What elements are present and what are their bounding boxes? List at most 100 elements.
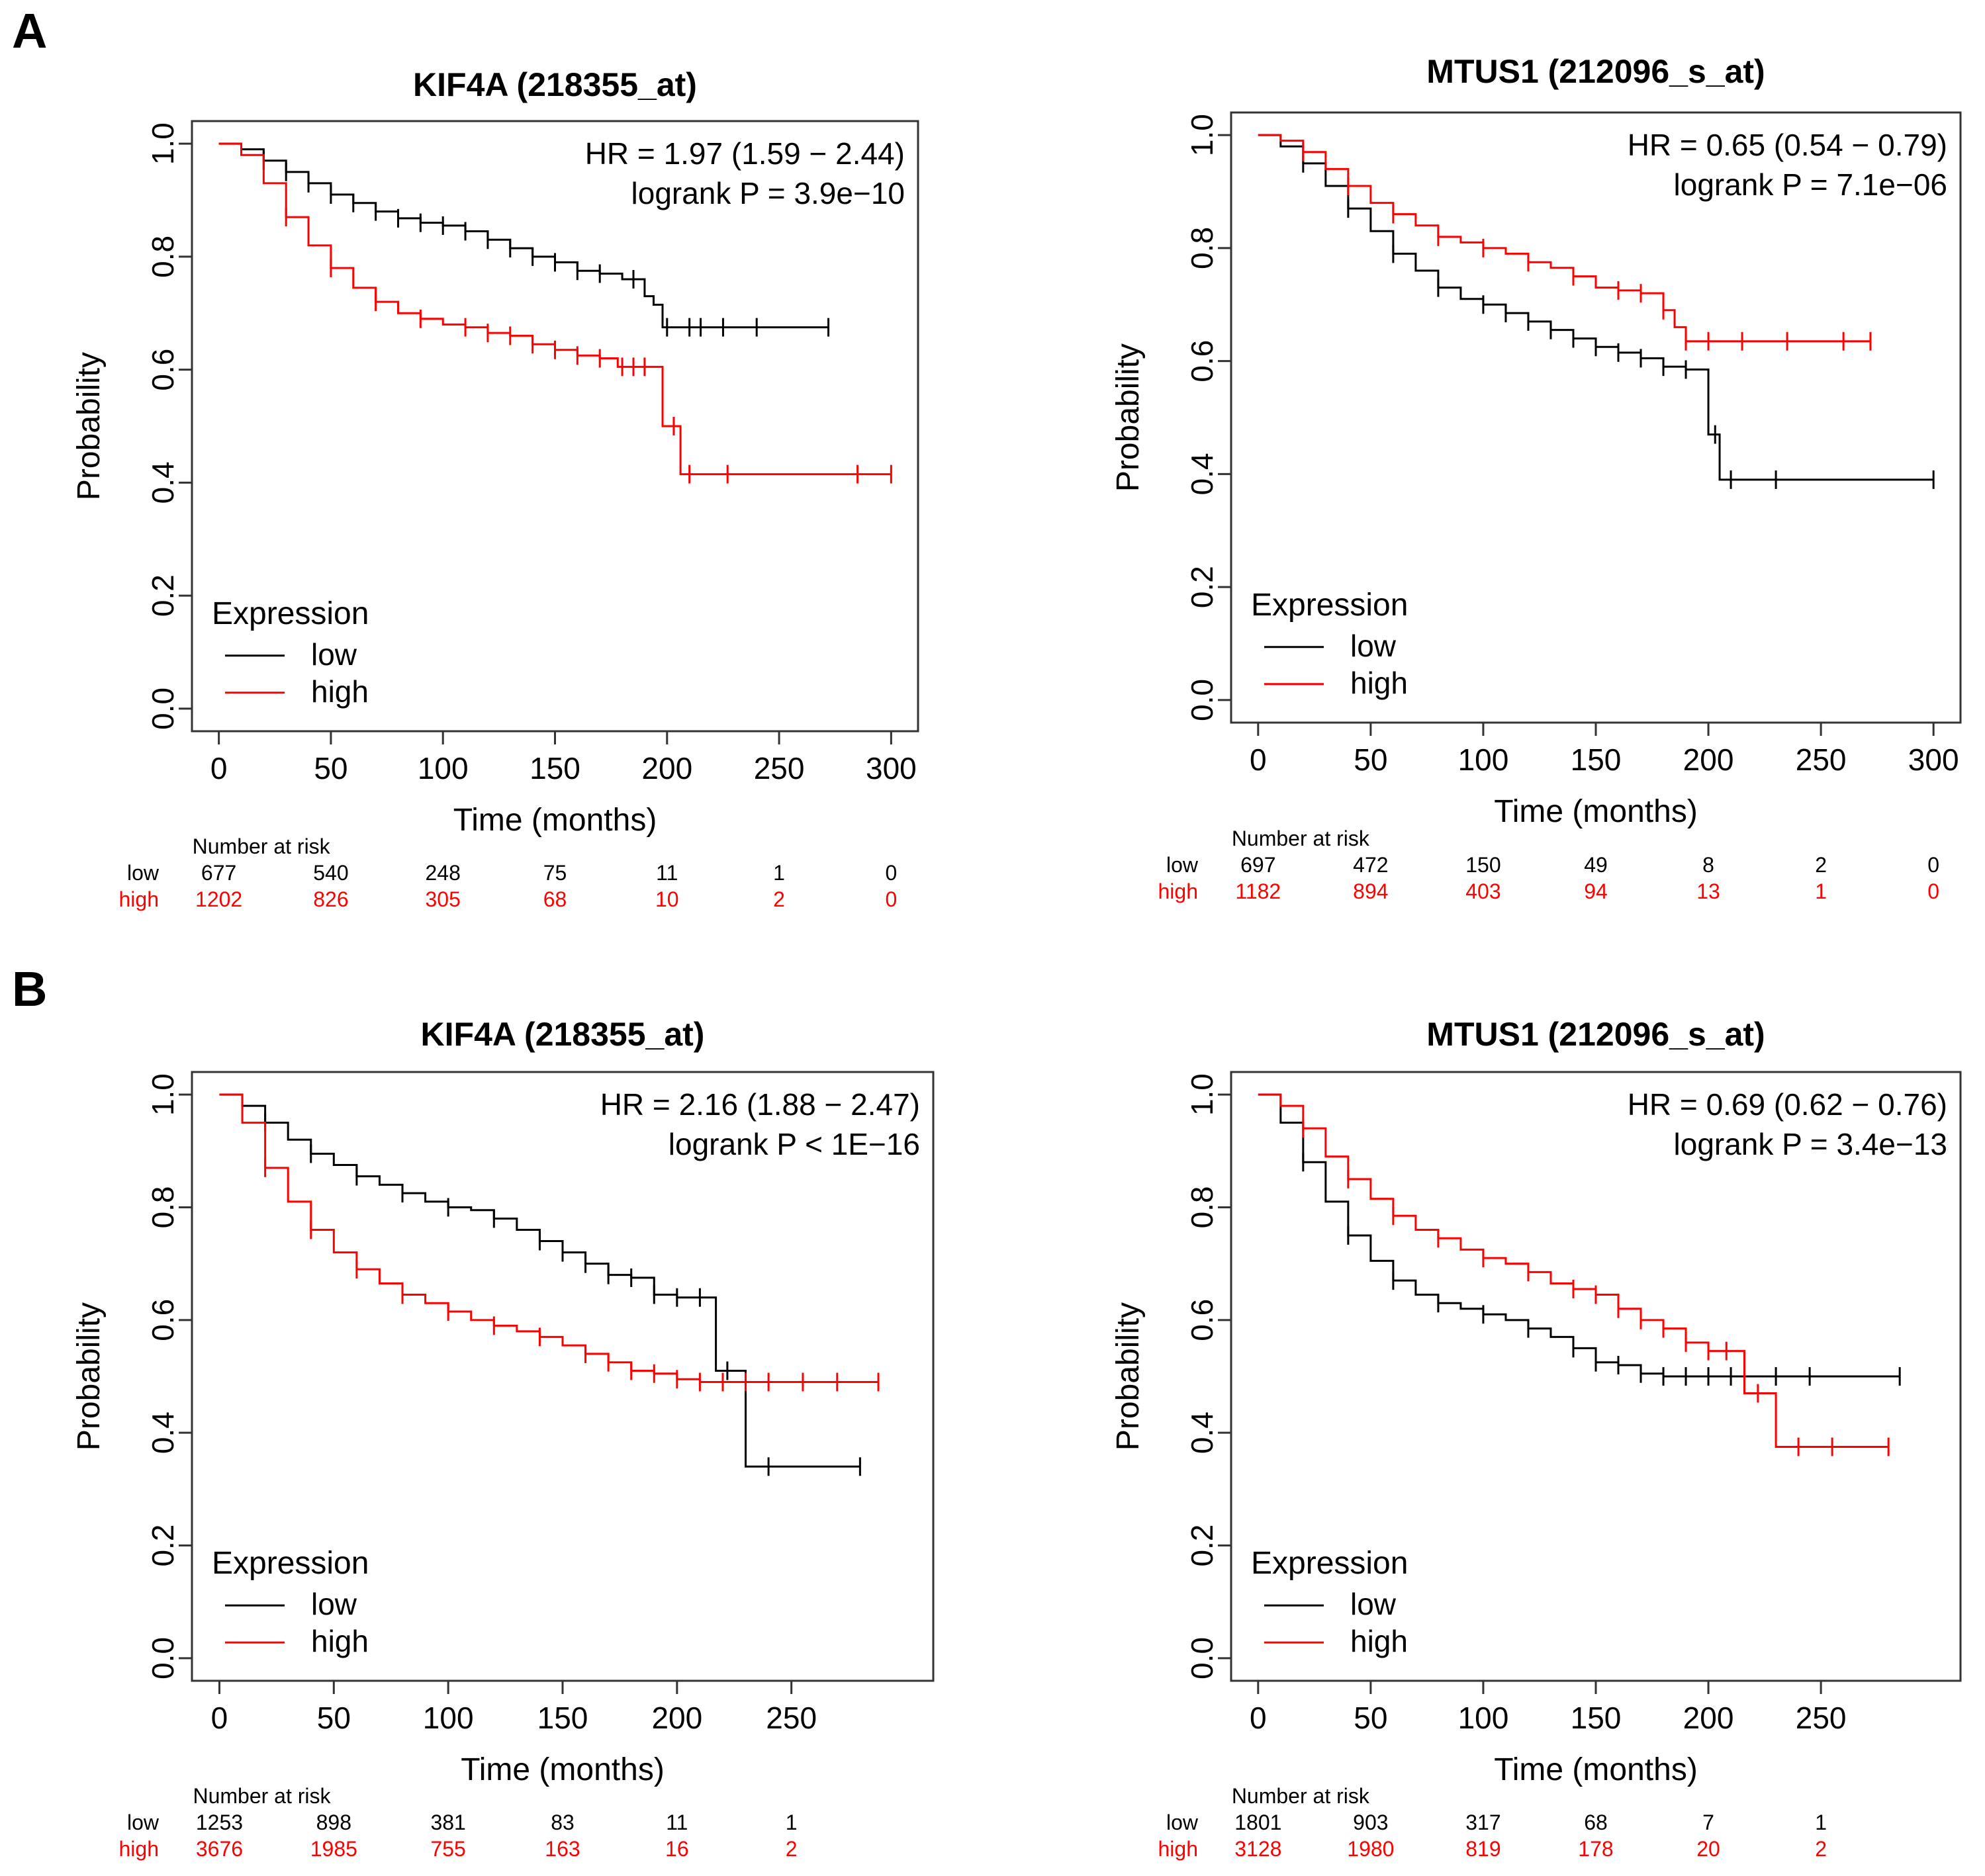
risk-value-low: 2 <box>1815 853 1827 877</box>
x-tick-label: 100 <box>1458 1701 1509 1735</box>
legend-label-high: high <box>311 1624 369 1658</box>
legend-title: Expression <box>212 596 369 631</box>
risk-row-label-high: high <box>1158 879 1199 903</box>
risk-value-low: 8 <box>1702 853 1714 877</box>
x-axis-label: Time (months) <box>1494 794 1698 829</box>
chart-title: KIF4A (218355_at) <box>421 1016 705 1053</box>
km-chart-1: KIF4A (218355_at)0 50 100 150 200 250 3000.00.… <box>71 66 919 911</box>
x-tick-label: 150 <box>1571 742 1622 777</box>
y-axis-label: Probability <box>1111 1302 1146 1451</box>
series-high <box>219 1093 880 1392</box>
y-tick-label: 0.0 <box>146 688 180 730</box>
survival-curve-high <box>1258 134 1870 343</box>
x-tick-label: 200 <box>1683 1701 1734 1735</box>
y-tick-label: 0.0 <box>1185 1637 1219 1679</box>
km-chart-3: KIF4A (218355_at) 0 50 100 150 200 250 0.0 0.2 0.… <box>71 1016 935 1861</box>
risk-value-high: 0 <box>1927 879 1939 903</box>
x-tick-label: 250 <box>1796 742 1847 777</box>
x-tick-label: 300 <box>1908 742 1959 777</box>
risk-value-high: 894 <box>1353 879 1388 903</box>
risk-row-label-high: high <box>119 887 160 911</box>
risk-value-high: 16 <box>665 1837 689 1861</box>
risk-value-low: 697 <box>1240 853 1275 877</box>
risk-value-low: 68 <box>1584 1810 1608 1834</box>
risk-value-high: 94 <box>1584 879 1608 903</box>
y-tick-label: 0.2 <box>1185 1525 1219 1567</box>
survival-curve-low <box>1258 1093 1900 1378</box>
x-axis-label: Time (months) <box>1494 1752 1698 1787</box>
risk-value-high: 2 <box>1815 1837 1827 1861</box>
y-tick-label: 0.4 <box>146 1411 180 1454</box>
x-tick-label: 50 <box>314 751 347 785</box>
y-tick-label: 0.2 <box>146 1525 180 1567</box>
charts-layer: KIF4A (218355_at)0 50 100 150 200 250 3000.00.… <box>71 53 1962 1861</box>
x-tick-label: 50 <box>1354 1701 1387 1735</box>
risk-value-high: 826 <box>313 887 348 911</box>
chart-title: KIF4A (218355_at) <box>413 66 697 103</box>
km-chart-2: MTUS1 (212096_s_at)0 50 100 150 200 250 3000.0… <box>1111 53 1962 903</box>
risk-row-label-low: low <box>127 1810 160 1834</box>
x-tick-label: 200 <box>1683 742 1734 777</box>
x-tick-label: 150 <box>530 751 580 785</box>
y-tick-label: 0.4 <box>146 461 180 504</box>
risk-value-high: 163 <box>545 1837 580 1861</box>
x-tick-label: 50 <box>317 1701 351 1735</box>
x-tick-label: 0 <box>1250 742 1267 777</box>
x-tick-label: 250 <box>1796 1701 1847 1735</box>
risk-value-low: 0 <box>885 861 897 885</box>
y-tick-label: 0.8 <box>146 1186 180 1228</box>
x-tick-label: 250 <box>754 751 805 785</box>
risk-value-low: 381 <box>430 1810 465 1834</box>
y-tick-label: 1.0 <box>1185 1073 1219 1116</box>
y-tick-label: 0.0 <box>146 1637 180 1679</box>
x-tick-label: 250 <box>766 1701 817 1735</box>
x-tick-label: 150 <box>1571 1701 1622 1735</box>
risk-value-high: 305 <box>426 887 461 911</box>
x-tick-label: 0 <box>210 751 228 785</box>
risk-value-high: 1182 <box>1235 879 1281 903</box>
y-axis-label: Probability <box>71 352 107 500</box>
legend-label-low: low <box>1350 629 1397 663</box>
x-axis-label: Time (months) <box>461 1752 665 1787</box>
risk-value-low: 677 <box>201 861 236 885</box>
series-high <box>218 142 892 484</box>
legend-title: Expression <box>212 1546 369 1581</box>
risk-table-header: Number at risk <box>1232 1784 1370 1808</box>
risk-value-low: 1801 <box>1234 1810 1281 1834</box>
x-tick-label: 300 <box>866 751 917 785</box>
risk-value-low: 472 <box>1353 853 1388 877</box>
risk-value-low: 83 <box>551 1810 575 1834</box>
legend-title: Expression <box>1251 1546 1408 1581</box>
risk-value-high: 1980 <box>1347 1837 1394 1861</box>
y-tick-label: 1.0 <box>1185 114 1219 156</box>
hr-annotation: HR = 0.65 (0.54 − 0.79) <box>1628 128 1947 162</box>
logrank-p-annotation: logrank P = 7.1e−06 <box>1674 167 1947 202</box>
x-tick-label: 200 <box>641 751 692 785</box>
chart-title: MTUS1 (212096_s_at) <box>1426 1016 1765 1053</box>
y-tick-label: 0.2 <box>1185 566 1219 608</box>
y-tick-label: 0.2 <box>146 574 180 617</box>
legend-label-high: high <box>311 674 369 709</box>
logrank-p-annotation: logrank P = 3.9e−10 <box>631 176 905 210</box>
y-tick-label: 0.6 <box>1185 1299 1219 1341</box>
legend-label-high: high <box>1350 1624 1408 1658</box>
risk-row-label-high: high <box>119 1837 160 1861</box>
risk-value-high: 2 <box>786 1837 798 1861</box>
risk-value-high: 178 <box>1578 1837 1613 1861</box>
risk-value-low: 540 <box>313 861 348 885</box>
y-axis-label: Probability <box>1111 343 1146 492</box>
y-tick-label: 0.4 <box>1185 453 1219 495</box>
risk-value-high: 68 <box>543 887 567 911</box>
panel-letter-a: A <box>12 3 47 58</box>
y-tick-label: 0.6 <box>1185 340 1219 382</box>
legend-title: Expression <box>1251 588 1408 623</box>
x-tick-label: 100 <box>1458 742 1509 777</box>
y-tick-label: 0.8 <box>146 236 180 278</box>
series-low <box>1258 1093 1901 1386</box>
risk-value-low: 49 <box>1584 853 1608 877</box>
risk-value-high: 819 <box>1465 1837 1500 1861</box>
hr-annotation: HR = 2.16 (1.88 − 2.47) <box>600 1087 920 1122</box>
x-tick-label: 150 <box>537 1701 588 1735</box>
risk-value-low: 11 <box>666 1810 688 1834</box>
